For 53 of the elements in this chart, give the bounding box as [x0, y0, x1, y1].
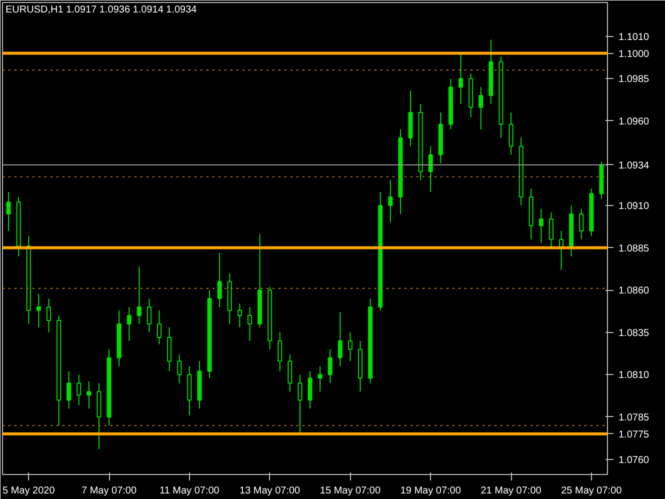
candlestick: [308, 370, 312, 410]
candlestick: [278, 332, 282, 372]
candlestick: [126, 306, 132, 342]
candlestick: [167, 326, 172, 372]
y-tick-label: 1.1010: [618, 32, 650, 43]
y-tick-label: 1.0985: [618, 74, 650, 86]
candlestick: [288, 354, 292, 392]
candlestick: [318, 366, 322, 392]
y-tick-label: 1.0910: [618, 201, 650, 212]
candlestick: [217, 252, 222, 308]
x-tick-label: 19 May 07:00: [400, 486, 462, 496]
candlestick: [579, 208, 584, 240]
candlestick: [458, 52, 464, 105]
candlestick: [478, 86, 484, 130]
candlestick: [538, 208, 544, 244]
x-tick-label: 7 May 07:00: [82, 486, 137, 496]
candlestick: [298, 374, 302, 434]
x-tick-label: 21 May 07:00: [480, 486, 542, 496]
candlestick: [66, 370, 72, 410]
candlestick: [348, 332, 352, 362]
y-tick-label: 1.0785: [618, 412, 650, 424]
y-tick-label: 1.0960: [618, 116, 650, 128]
candlestick: [6, 191, 11, 232]
ref-line-label: 1.0934: [618, 160, 650, 172]
x-tick-label: 11 May 07:00: [160, 486, 220, 496]
candlestick: [36, 292, 41, 328]
chart-title: EURUSD,H1 1.0917 1.0936 1.0914 1.0934: [6, 4, 198, 16]
y-tick-label: 1.0835: [618, 328, 650, 339]
x-tick-label: 5 May 2020: [2, 486, 56, 496]
x-tick-label: 15 May 07:00: [320, 486, 381, 496]
y-tick-label: 1.0760: [618, 454, 650, 466]
candlestick: [548, 212, 554, 248]
x-tick-label: 25 May 07:00: [561, 486, 622, 496]
candlestick: [338, 312, 342, 367]
candlestick: [428, 146, 433, 192]
candlestick: [157, 310, 162, 345]
candlestick: [136, 266, 142, 324]
candlestick: [328, 348, 332, 384]
candlestick: [247, 306, 252, 342]
candlestick: [146, 298, 152, 333]
candlestick: [46, 298, 51, 333]
candlestick: [76, 374, 82, 406]
candlestick: [177, 354, 182, 384]
y-tick-label: 1.0860: [618, 286, 650, 297]
candlestick: [508, 112, 514, 156]
x-tick-label: 13 May 07:00: [240, 486, 301, 496]
candlestick: [86, 380, 92, 410]
ref-line-label: 1.1000: [618, 48, 650, 60]
y-tick-label: 1.0810: [618, 370, 650, 382]
ref-line-label: 1.0775: [618, 429, 650, 440]
ref-line-label: 1.0885: [618, 243, 650, 254]
candlestick: [237, 303, 242, 328]
candlestick: [388, 180, 393, 223]
